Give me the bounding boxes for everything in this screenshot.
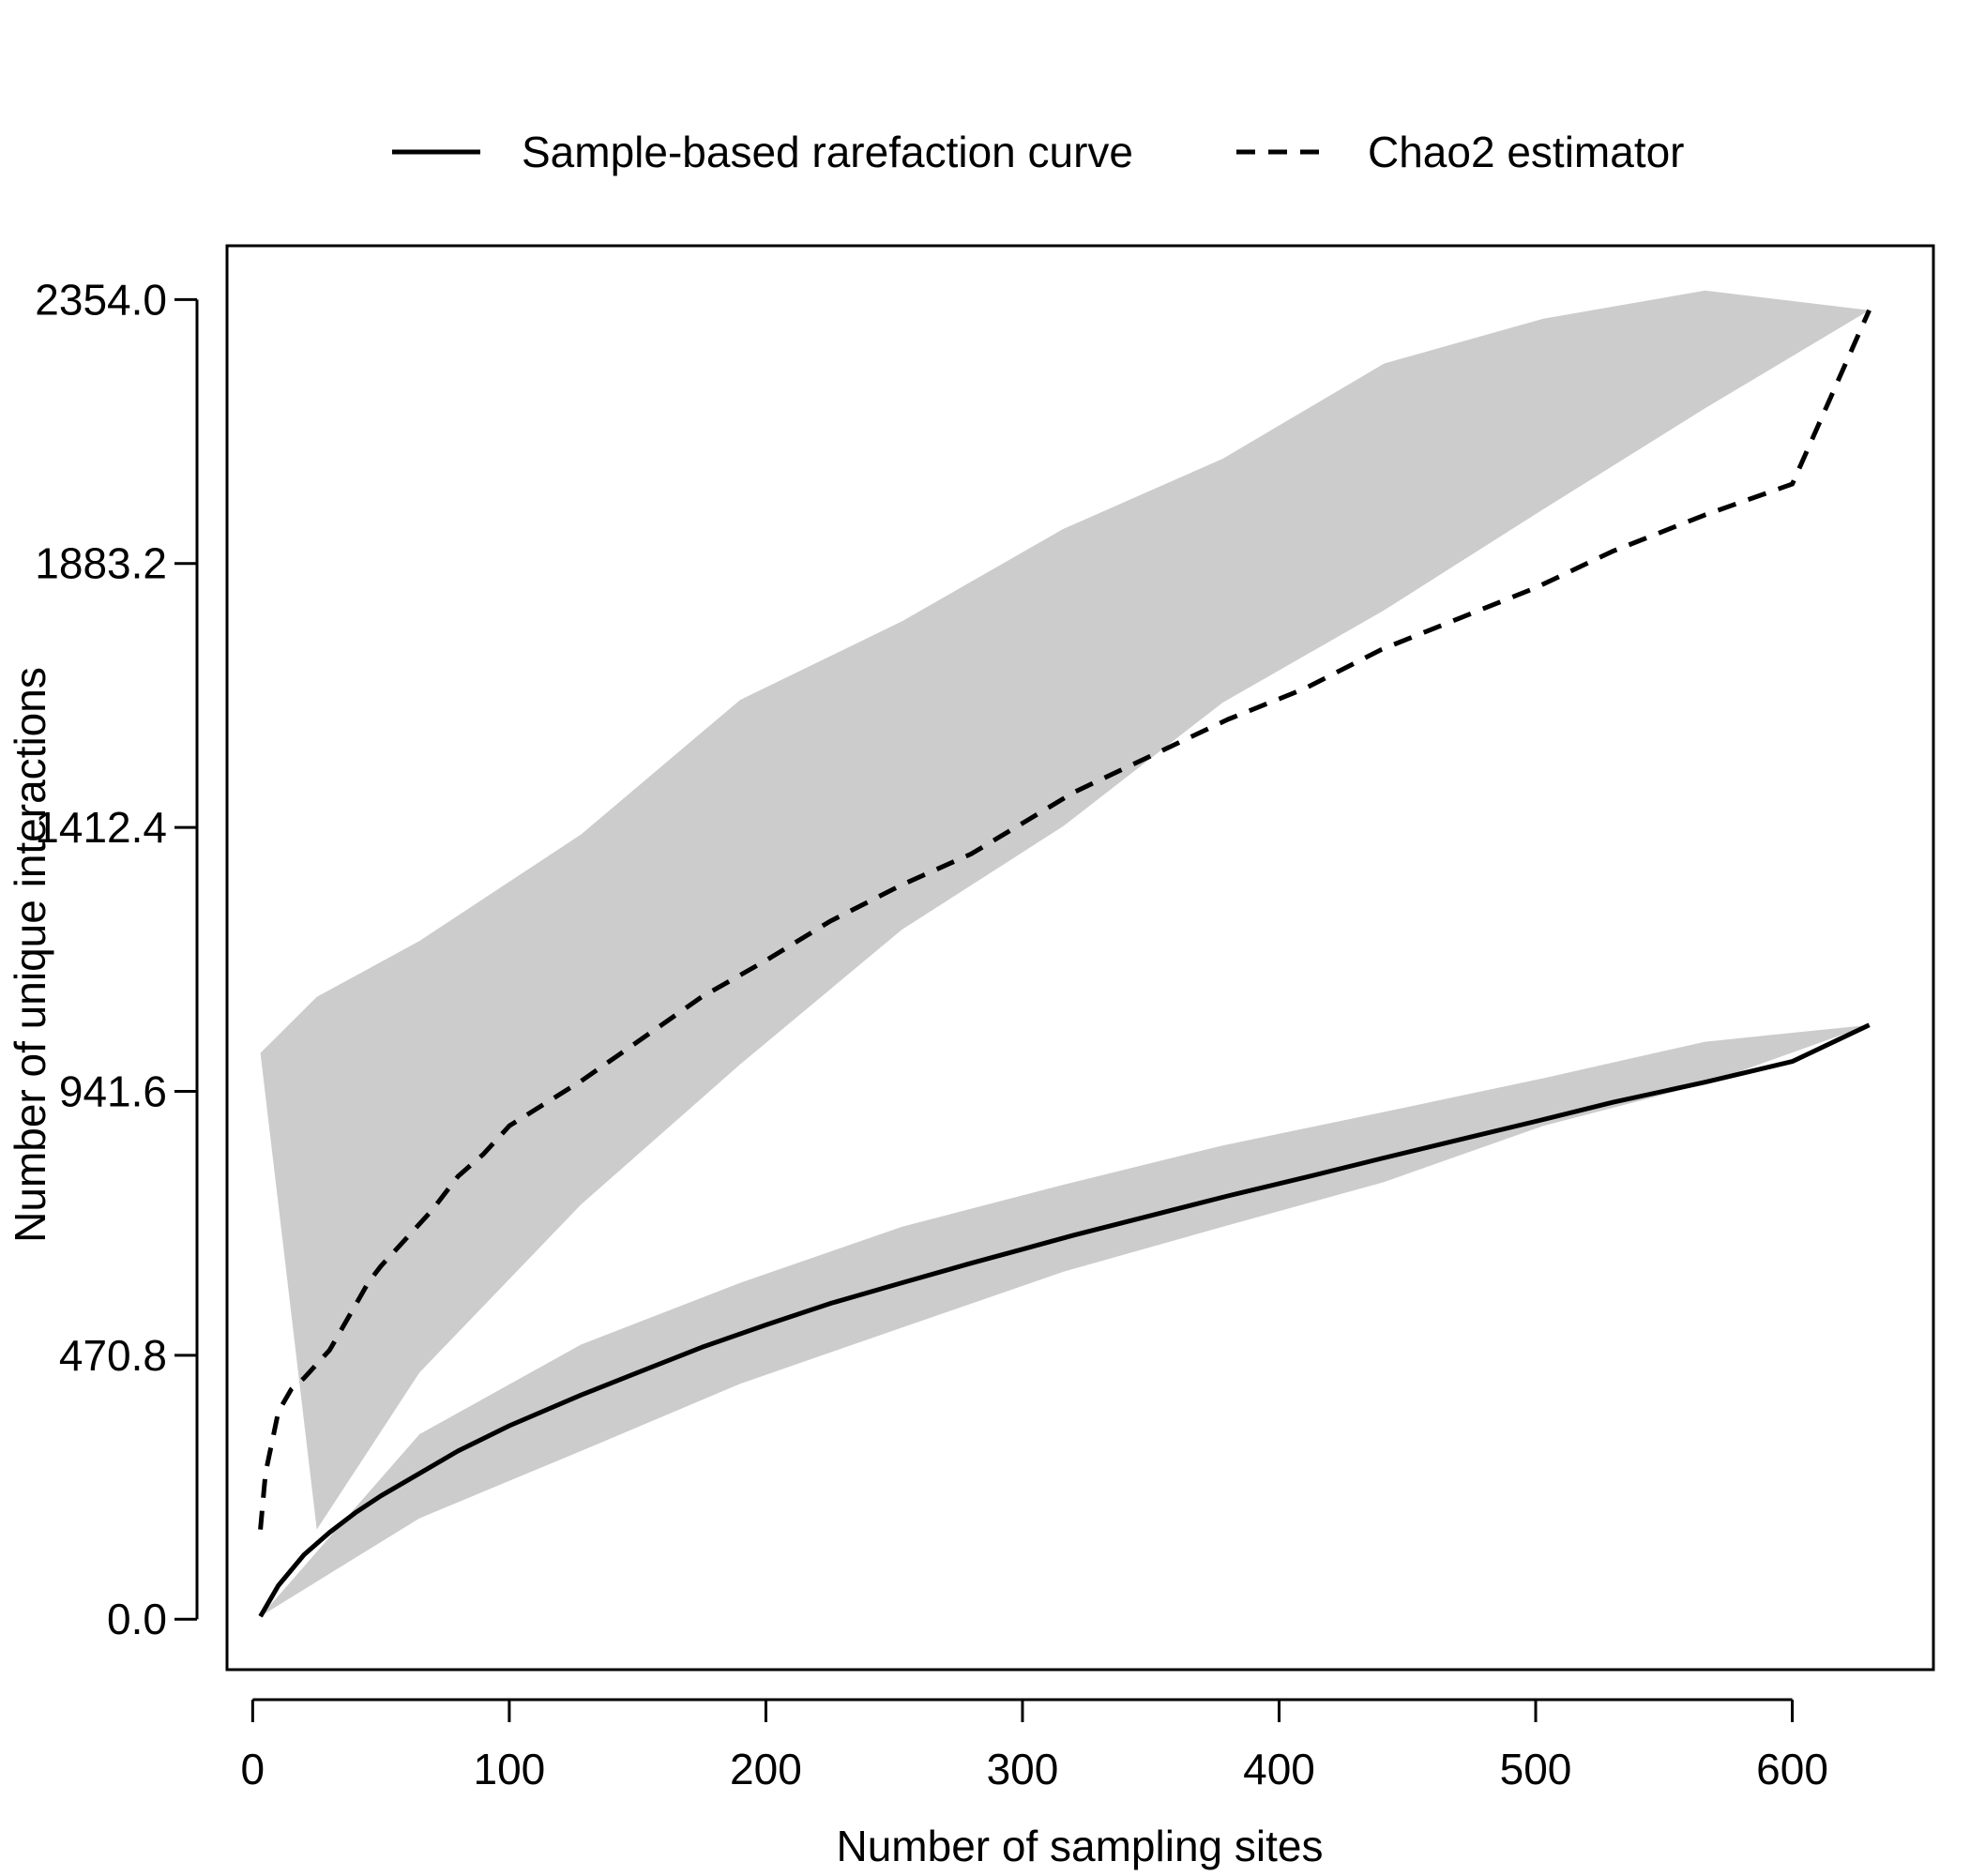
y-tick-label: 941.6: [59, 1067, 167, 1115]
y-tick-label: 470.8: [59, 1331, 167, 1380]
series-lines: [258, 309, 1872, 1618]
confidence-bands: [260, 290, 1870, 1617]
y-axis: 0.0 470.8 941.6 1412.4 1883.2 2354.0: [35, 275, 199, 1643]
y-tick-label: 2354.0: [35, 275, 167, 324]
plot-frame: [225, 244, 1935, 1672]
x-axis-title: Number of sampling sites: [837, 1822, 1324, 1870]
x-tick-label: 0: [241, 1745, 265, 1793]
x-tick-label: 300: [987, 1745, 1059, 1793]
legend-label-chao2: Chao2 estimator: [1368, 128, 1685, 176]
y-tick-label: 1412.4: [35, 803, 167, 852]
legend: Sample-based rarefaction curve Chao2 est…: [392, 128, 1685, 176]
series-line-chao2: [258, 309, 1872, 1530]
confidence-band-chao2: [260, 290, 1870, 1530]
y-tick-label: 0.0: [107, 1595, 167, 1643]
y-axis-title: Number of unique interactions: [6, 667, 54, 1243]
series-line-rarefaction: [258, 1022, 1871, 1618]
y-tick-label: 1883.2: [35, 539, 167, 588]
legend-label-rarefaction: Sample-based rarefaction curve: [522, 128, 1133, 176]
x-tick-label: 400: [1243, 1745, 1315, 1793]
x-tick-label: 200: [730, 1745, 802, 1793]
x-tick-label: 100: [474, 1745, 546, 1793]
x-tick-label: 600: [1756, 1745, 1828, 1793]
x-axis: 0 100 200 300 400 500 600: [241, 1698, 1828, 1793]
x-tick-label: 500: [1500, 1745, 1572, 1793]
